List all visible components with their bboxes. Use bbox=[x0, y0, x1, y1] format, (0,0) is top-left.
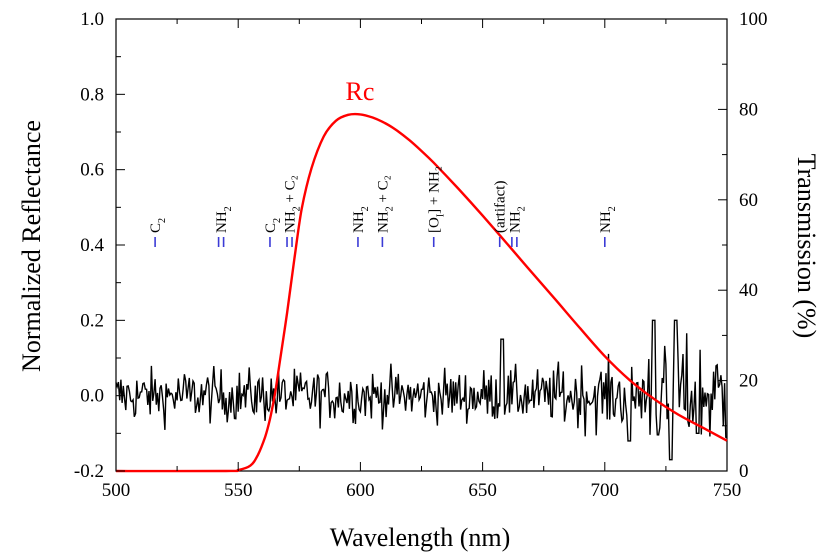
annotation-label: [OI] + NH₂ bbox=[427, 166, 447, 233]
y-tick-label: 0.2 bbox=[80, 310, 104, 331]
y-tick-label: -0.2 bbox=[74, 461, 104, 482]
annotation-species: (artifact) bbox=[493, 181, 509, 233]
annotation-species: NH bbox=[351, 211, 367, 233]
annotation-subscript: 2 bbox=[157, 218, 168, 223]
x-tick-label: 550 bbox=[224, 480, 253, 501]
reflectance-layer bbox=[115, 319, 728, 461]
x-tick-label: 500 bbox=[102, 480, 131, 501]
x-tick-label: 600 bbox=[346, 480, 375, 501]
annotation-label: NH2 bbox=[351, 206, 371, 233]
annotation-species: [O bbox=[427, 217, 443, 233]
x-axis-title: Wavelength (nm) bbox=[330, 523, 511, 552]
annotation-label: C2 bbox=[263, 218, 283, 233]
y-axis-title: Normalized Reflectance bbox=[17, 120, 46, 372]
annotation-species: NH bbox=[214, 211, 230, 233]
y2-tick-label: 0 bbox=[739, 461, 749, 482]
annotation-label: NH2 bbox=[598, 206, 618, 233]
y2-tick-label: 80 bbox=[739, 99, 758, 120]
y-tick-label: 0.8 bbox=[80, 84, 104, 105]
x-tick-label: 700 bbox=[591, 480, 620, 501]
y2-tick-label: 100 bbox=[739, 9, 768, 30]
annotation-suffix: ] + NH₂ bbox=[427, 166, 443, 214]
transmission-layer bbox=[115, 112, 728, 473]
annotation-subscript: 2 bbox=[272, 218, 283, 223]
annotation-label: C2 bbox=[148, 218, 168, 233]
y2-tick-label: 40 bbox=[739, 280, 758, 301]
annotation-suffix: + C₂ bbox=[375, 175, 391, 206]
annotation-subscript: 2 bbox=[516, 206, 527, 211]
x-tick-label: 750 bbox=[713, 480, 742, 501]
annotation-subscript: 2 bbox=[223, 206, 234, 211]
annotation-suffix: + C₂ bbox=[283, 175, 299, 206]
annotation-species: NH bbox=[375, 211, 391, 233]
series-label-rc: Rc bbox=[346, 77, 375, 106]
y-tick-label: 0.6 bbox=[80, 160, 104, 181]
annotation-subscript: 2 bbox=[292, 206, 303, 211]
annotation-label: (artifact) bbox=[493, 181, 509, 233]
transmission-line-rc bbox=[115, 112, 728, 473]
y2-tick-label: 20 bbox=[739, 371, 758, 392]
annotation-species: C bbox=[263, 223, 279, 233]
reflectance-line bbox=[115, 319, 728, 461]
annotation-species: C bbox=[148, 223, 164, 233]
annotation-subscript: I bbox=[436, 214, 447, 217]
axes-layer: 500 550 600 650 700 750-0.20.00.20.40.60.81.0… bbox=[74, 9, 768, 501]
y2-tick-label: 60 bbox=[739, 190, 758, 211]
annotation-species: NH bbox=[507, 211, 523, 233]
x-tick-label: 650 bbox=[468, 480, 497, 501]
annotation-label: NH2 bbox=[507, 206, 527, 233]
annotation-label: NH2 + C₂ bbox=[375, 175, 395, 233]
y-tick-label: 0.0 bbox=[80, 386, 104, 407]
y-tick-label: 0.4 bbox=[80, 235, 104, 256]
annotation-subscript: 2 bbox=[360, 206, 371, 211]
annotation-label: NH2 bbox=[214, 206, 234, 233]
annotation-subscript: 2 bbox=[384, 206, 395, 211]
annotation-species: NH bbox=[283, 211, 299, 233]
annotation-label: NH2 + C₂ bbox=[283, 175, 303, 233]
annotation-species: NH bbox=[598, 211, 614, 233]
y-tick-label: 1.0 bbox=[80, 9, 104, 30]
annotation-subscript: 2 bbox=[607, 206, 618, 211]
y2-axis-title: Transmission (%) bbox=[792, 154, 821, 339]
